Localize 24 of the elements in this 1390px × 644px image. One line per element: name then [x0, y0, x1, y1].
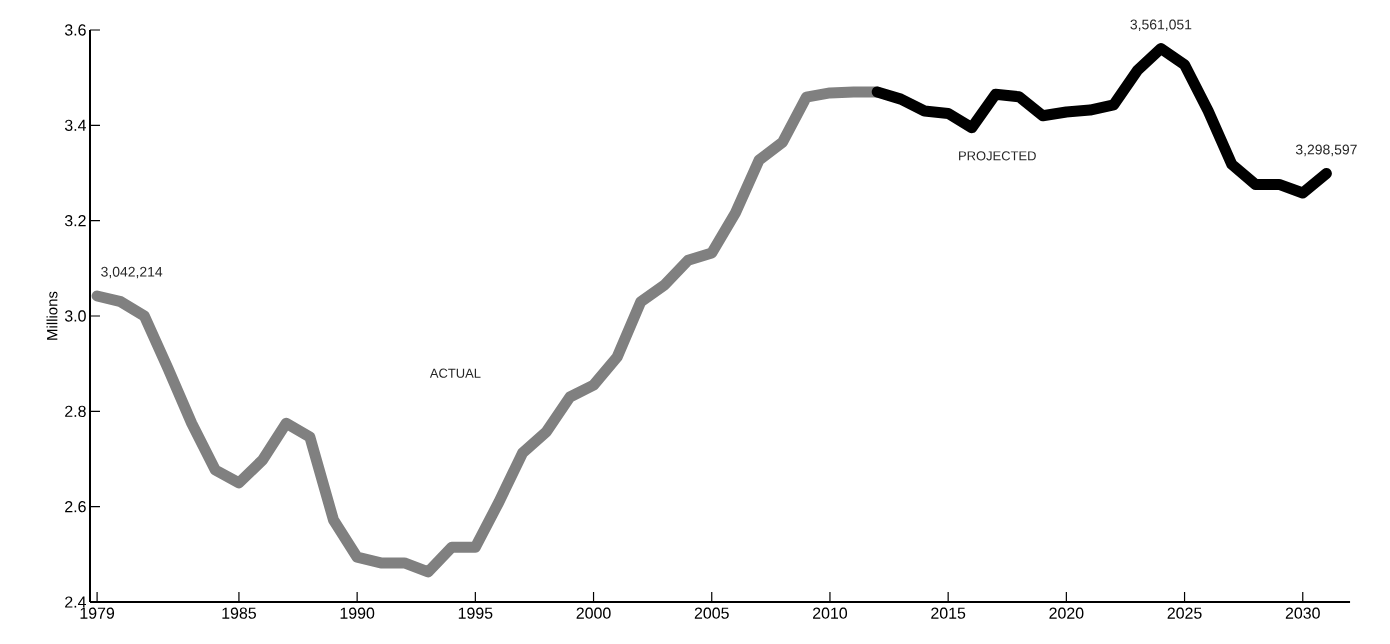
- x-tick-label: 2030: [1285, 607, 1320, 619]
- annotation: 3,042,214: [101, 266, 163, 279]
- x-tick-label: 2015: [931, 607, 966, 619]
- x-tick-label: 2010: [813, 607, 848, 619]
- x-tick-label: 2025: [1167, 607, 1202, 619]
- y-tick-label: 3.0: [64, 310, 86, 322]
- y-tick-label: 3.2: [64, 215, 86, 227]
- y-tick-label: 3.6: [64, 24, 86, 36]
- y-tick-label: 2.8: [65, 405, 86, 417]
- x-tick-label: 2020: [1049, 607, 1084, 619]
- x-tick-label: 1985: [222, 607, 256, 619]
- x-tick-label: 2005: [694, 607, 729, 619]
- annotation: PROJECTED: [959, 151, 1036, 161]
- annotation: 3,561,051: [1130, 19, 1192, 32]
- y-tick-label: 3.4: [64, 119, 87, 131]
- annotation: ACTUAL: [429, 368, 481, 378]
- x-tick-label: 1979: [80, 607, 115, 619]
- y-axis-title: Millions: [46, 291, 58, 340]
- x-tick-label: 1990: [340, 607, 375, 619]
- x-tick-label: 2000: [576, 607, 611, 619]
- y-tick-label: 2.6: [65, 501, 86, 513]
- annotation: 3,298,597: [1295, 144, 1357, 157]
- x-tick-label: 1995: [458, 607, 493, 619]
- y-tick-label: 2.4: [65, 596, 87, 608]
